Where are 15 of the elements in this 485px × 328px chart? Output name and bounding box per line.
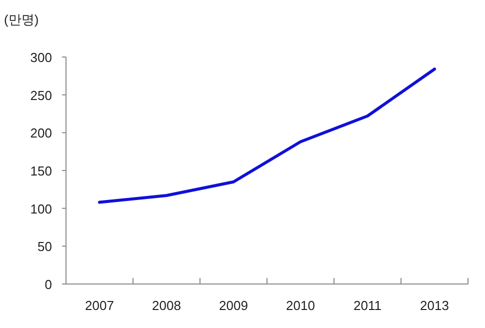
line-series xyxy=(98,68,436,204)
y-tick-label: 100 xyxy=(30,201,52,216)
y-tick-label: 50 xyxy=(38,239,52,254)
x-tick-label: 2007 xyxy=(85,298,114,313)
x-tick-label: 2009 xyxy=(219,298,248,313)
x-tick-label: 2011 xyxy=(354,298,382,313)
y-tick-label: 250 xyxy=(30,88,52,103)
x-tick-label: 2013 xyxy=(420,298,449,313)
x-tick-label: 2008 xyxy=(152,298,181,313)
y-tick-label: 150 xyxy=(30,164,52,178)
y-tick-label: 0 xyxy=(44,277,52,292)
x-tick-label: 2010 xyxy=(286,298,315,313)
y-tick-label: 200 xyxy=(30,126,52,141)
y-tick-label: 300 xyxy=(30,50,52,65)
y-axis-title: (만명) xyxy=(4,12,39,27)
